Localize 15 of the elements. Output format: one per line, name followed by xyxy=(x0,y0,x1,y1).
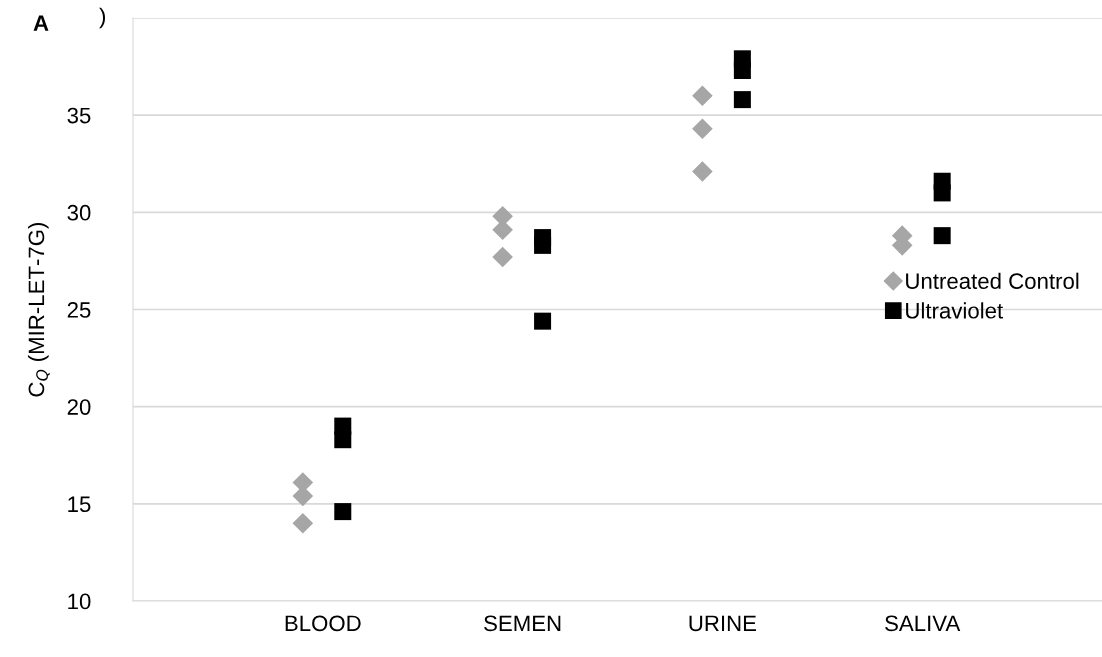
y-axis-title: C$_{Q}$ (MIR-LET-7G) xyxy=(27,222,50,397)
text: A xyxy=(33,15,49,31)
x-tick-label: BLOOD xyxy=(285,615,361,632)
y-tick-label: 25 xyxy=(67,302,91,318)
legend-label: Ultraviolet xyxy=(906,302,1004,319)
y-tick-label: 30 xyxy=(67,204,91,221)
y-tick-label: 15 xyxy=(68,496,91,513)
x-tick-label: SEMEN xyxy=(484,615,561,632)
y-tick-label: 10 xyxy=(68,593,91,610)
x-tick-label: URINE xyxy=(689,615,757,632)
text: ) xyxy=(99,7,106,29)
x-tick-label: SALIVA xyxy=(885,615,961,632)
legend-label: Untreated Control xyxy=(906,272,1079,289)
y-tick-label: 20 xyxy=(67,399,91,415)
y-tick-label: 35 xyxy=(67,107,91,124)
